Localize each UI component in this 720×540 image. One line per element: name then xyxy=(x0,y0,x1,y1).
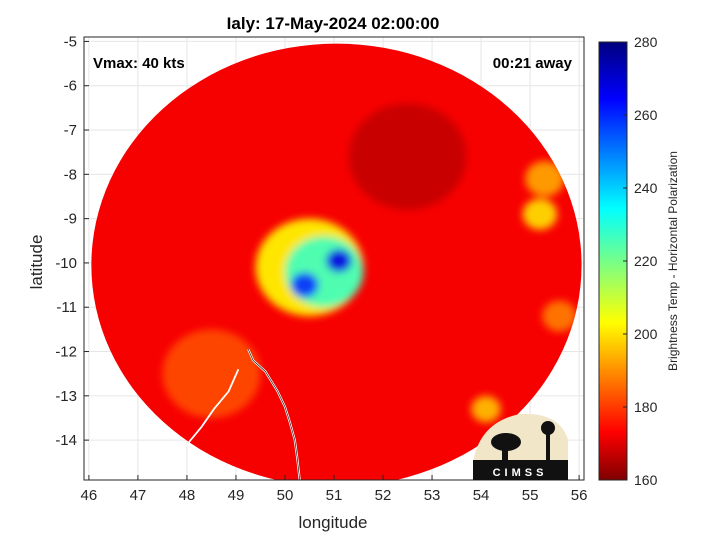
time-away-annotation: 00:21 away xyxy=(493,55,573,72)
cimss-logo: CIMSS xyxy=(473,413,568,480)
x-tick-label: 55 xyxy=(522,487,539,504)
brightness-feature xyxy=(525,161,565,197)
y-tick-label: -14 xyxy=(55,432,77,449)
y-tick-label: -11 xyxy=(56,299,77,316)
brightness-feature xyxy=(290,272,319,298)
swath xyxy=(91,43,582,480)
y-tick-label: -7 xyxy=(64,122,77,139)
y-tick-label: -12 xyxy=(55,344,77,361)
x-axis-label: longitude xyxy=(298,513,367,532)
x-tick-label: 54 xyxy=(473,487,490,504)
logo-text: CIMSS xyxy=(493,467,548,479)
colorbar-tick-label: 260 xyxy=(634,107,658,123)
y-tick-label: -13 xyxy=(55,388,77,405)
colorbar-tick-label: 280 xyxy=(634,34,658,50)
y-tick-label: -10 xyxy=(55,255,77,272)
x-tick-label: 47 xyxy=(130,487,147,504)
coastline-outline xyxy=(247,349,300,480)
x-tick-label: 46 xyxy=(81,487,98,504)
x-tick-label: 51 xyxy=(326,487,343,504)
y-tick-label: -6 xyxy=(64,78,77,95)
x-tick-label: 49 xyxy=(228,487,245,504)
colorbar-tick-label: 180 xyxy=(634,399,658,415)
brightness-feature xyxy=(326,249,352,273)
vmax-annotation: Vmax: 40 kts xyxy=(93,55,185,72)
brightness-feature xyxy=(471,395,501,423)
plot-area xyxy=(91,43,582,480)
colorbar-tick-label: 240 xyxy=(634,180,658,196)
x-tick-label: 56 xyxy=(571,487,588,504)
colorbar-tick-label: 200 xyxy=(634,326,658,342)
colorbar-tick-label: 160 xyxy=(634,472,658,488)
y-tick-label: -9 xyxy=(64,211,77,228)
brightness-feature xyxy=(162,329,261,418)
coastline-west xyxy=(166,368,240,480)
chart-title: Ialy: 17-May-2024 02:00:00 xyxy=(227,14,440,33)
colorbar-label: Brightness Temp - Horizontal Polarizatio… xyxy=(666,151,680,371)
colorbar xyxy=(598,41,628,481)
y-axis-ticks: -5 -6 -7 -8 -9 -10 -11 -12 -13 -14 xyxy=(55,33,89,449)
y-tick-label: -8 xyxy=(64,166,77,183)
x-tick-label: 48 xyxy=(179,487,196,504)
x-axis-ticks: 46 47 48 49 50 51 52 53 54 55 56 xyxy=(81,475,588,504)
brightness-feature xyxy=(542,300,577,332)
x-tick-label: 50 xyxy=(277,487,294,504)
x-tick-label: 53 xyxy=(424,487,441,504)
y-tick-label: -5 xyxy=(64,33,77,50)
brightness-feature xyxy=(284,236,364,308)
brightness-feature xyxy=(522,198,558,230)
y-axis-label: latitude xyxy=(27,235,46,290)
colorbar-ticks: 160 180 200 220 240 260 280 xyxy=(623,34,658,488)
x-tick-label: 52 xyxy=(375,487,392,504)
feature-layer xyxy=(162,103,577,423)
colorbar-tick-label: 220 xyxy=(634,253,658,269)
brightness-feature xyxy=(348,103,467,210)
